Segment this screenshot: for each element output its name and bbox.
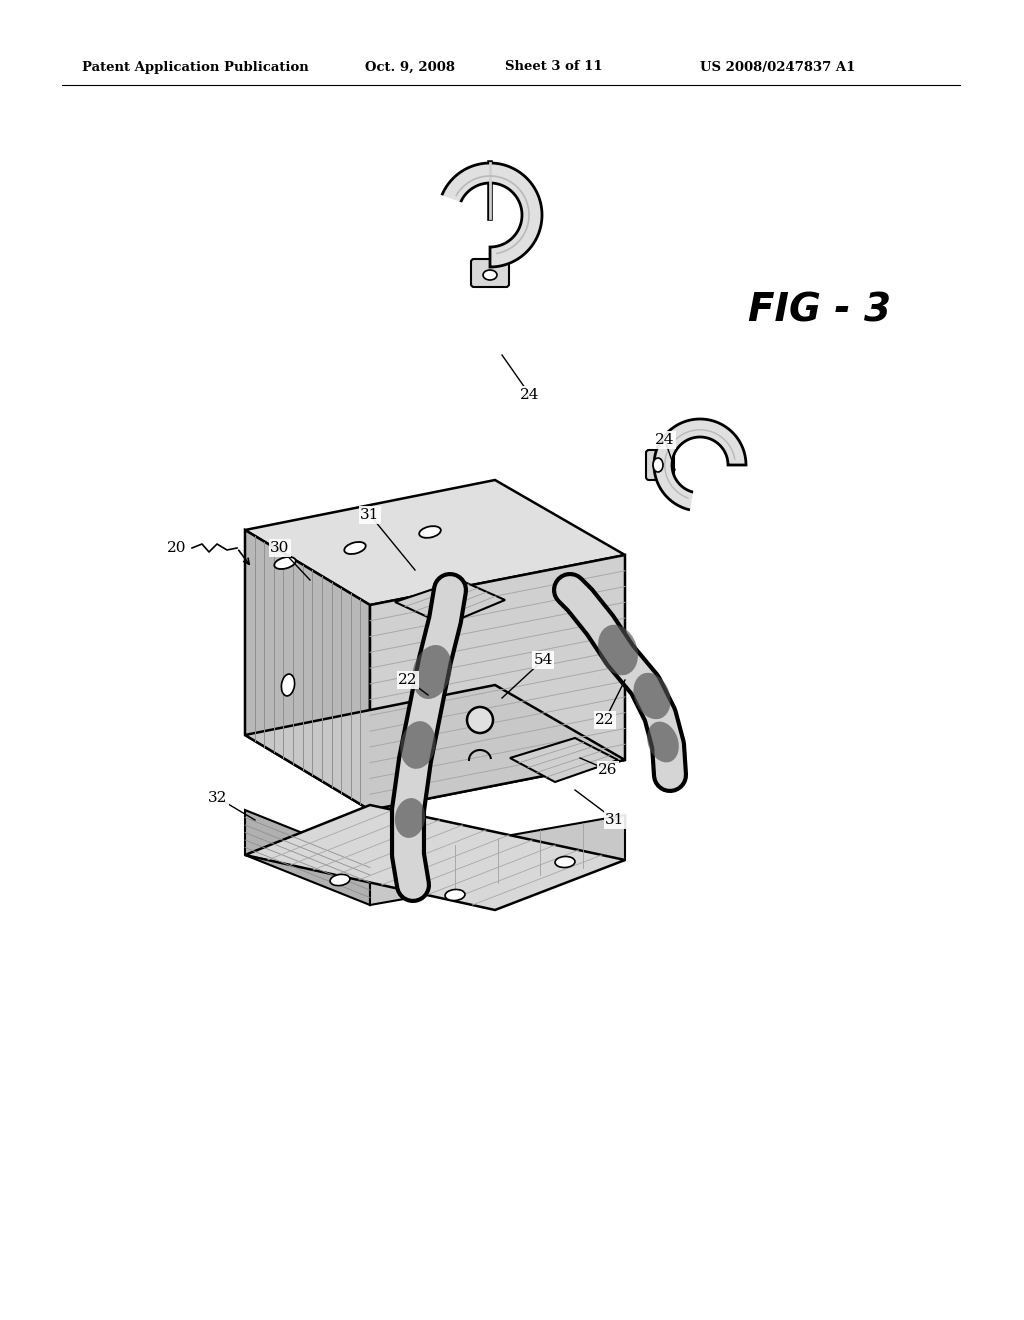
Ellipse shape bbox=[653, 458, 663, 473]
Ellipse shape bbox=[634, 673, 671, 719]
Text: Oct. 9, 2008: Oct. 9, 2008 bbox=[365, 61, 455, 74]
Polygon shape bbox=[370, 554, 625, 810]
Ellipse shape bbox=[483, 271, 497, 280]
Text: 22: 22 bbox=[398, 673, 418, 686]
Text: 32: 32 bbox=[208, 791, 227, 805]
Ellipse shape bbox=[344, 543, 366, 554]
Circle shape bbox=[467, 708, 493, 733]
Text: FIG - 3: FIG - 3 bbox=[748, 290, 891, 329]
Polygon shape bbox=[510, 738, 618, 781]
Text: Patent Application Publication: Patent Application Publication bbox=[82, 61, 309, 74]
Polygon shape bbox=[245, 685, 625, 810]
Text: 31: 31 bbox=[605, 813, 625, 828]
Text: 24: 24 bbox=[655, 433, 675, 447]
Text: US 2008/0247837 A1: US 2008/0247837 A1 bbox=[700, 61, 855, 74]
Polygon shape bbox=[245, 810, 370, 906]
Polygon shape bbox=[245, 480, 625, 605]
Ellipse shape bbox=[274, 557, 296, 569]
Polygon shape bbox=[395, 579, 505, 624]
Polygon shape bbox=[245, 805, 625, 909]
Polygon shape bbox=[441, 162, 542, 267]
Ellipse shape bbox=[395, 799, 425, 838]
Text: 22: 22 bbox=[595, 713, 614, 727]
Polygon shape bbox=[654, 418, 746, 511]
Text: Sheet 3 of 11: Sheet 3 of 11 bbox=[505, 61, 603, 74]
Text: 24: 24 bbox=[520, 388, 540, 403]
Polygon shape bbox=[370, 814, 625, 906]
Text: 31: 31 bbox=[360, 508, 380, 521]
FancyBboxPatch shape bbox=[471, 259, 509, 286]
Text: 30: 30 bbox=[270, 541, 290, 554]
Ellipse shape bbox=[647, 722, 679, 763]
Text: 20: 20 bbox=[167, 541, 186, 554]
Ellipse shape bbox=[555, 857, 575, 867]
Ellipse shape bbox=[419, 527, 440, 537]
Text: 54: 54 bbox=[534, 653, 553, 667]
Ellipse shape bbox=[330, 874, 350, 886]
Ellipse shape bbox=[282, 675, 295, 696]
Ellipse shape bbox=[400, 721, 436, 768]
Text: 26: 26 bbox=[598, 763, 617, 777]
Polygon shape bbox=[245, 531, 370, 810]
Ellipse shape bbox=[598, 624, 638, 676]
Ellipse shape bbox=[413, 645, 452, 700]
FancyBboxPatch shape bbox=[646, 450, 674, 480]
Ellipse shape bbox=[445, 890, 465, 900]
